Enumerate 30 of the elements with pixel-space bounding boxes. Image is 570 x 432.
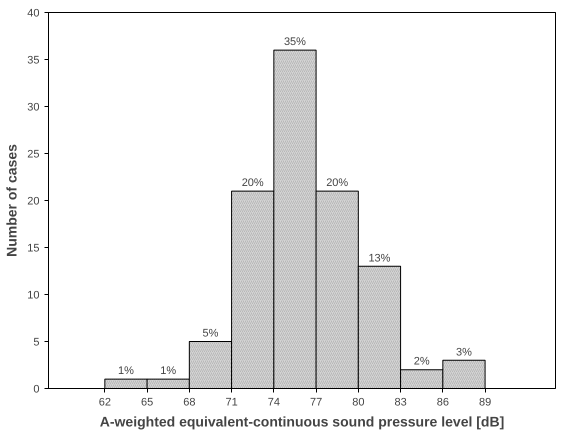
x-tick-label: 83 xyxy=(394,396,407,408)
x-tick-label: 62 xyxy=(98,396,111,408)
annotation: 1% xyxy=(118,365,134,378)
x-tick-label: 74 xyxy=(268,396,280,408)
annotation: 35% xyxy=(284,36,306,48)
x-tick-label: 86 xyxy=(436,396,449,408)
y-tick-label: 15 xyxy=(27,242,40,254)
y-tick-label: 35 xyxy=(27,54,40,66)
y-tick-label: 30 xyxy=(27,102,40,114)
y-axis-title: Number of cases xyxy=(3,144,20,257)
annotation: 3% xyxy=(456,346,472,358)
annotation: 2% xyxy=(414,356,430,368)
annotation: 5% xyxy=(202,328,219,340)
y-tick-label: 40 xyxy=(27,8,40,20)
y-tick-label: 20 xyxy=(27,196,40,208)
y-tick-label: 25 xyxy=(27,148,40,160)
annotation: 20% xyxy=(326,177,348,190)
x-tick-label: 68 xyxy=(183,396,196,408)
annotation: 1% xyxy=(160,365,176,378)
x-tick-label: 89 xyxy=(478,396,492,408)
x-axis-title: A-weighted equivalent-continuous sound pressure level [dB] xyxy=(100,414,504,430)
annotation: 20% xyxy=(242,177,264,190)
annotation: 13% xyxy=(368,252,391,264)
y-tick-label: 10 xyxy=(27,290,40,302)
x-tick-label: 65 xyxy=(140,396,154,408)
y-tick-label: 0 xyxy=(33,384,40,396)
x-tick-label: 77 xyxy=(310,396,322,408)
x-tick-label: 71 xyxy=(225,396,238,408)
x-tick-label: 80 xyxy=(352,396,364,408)
y-tick-label: 5 xyxy=(33,336,40,348)
